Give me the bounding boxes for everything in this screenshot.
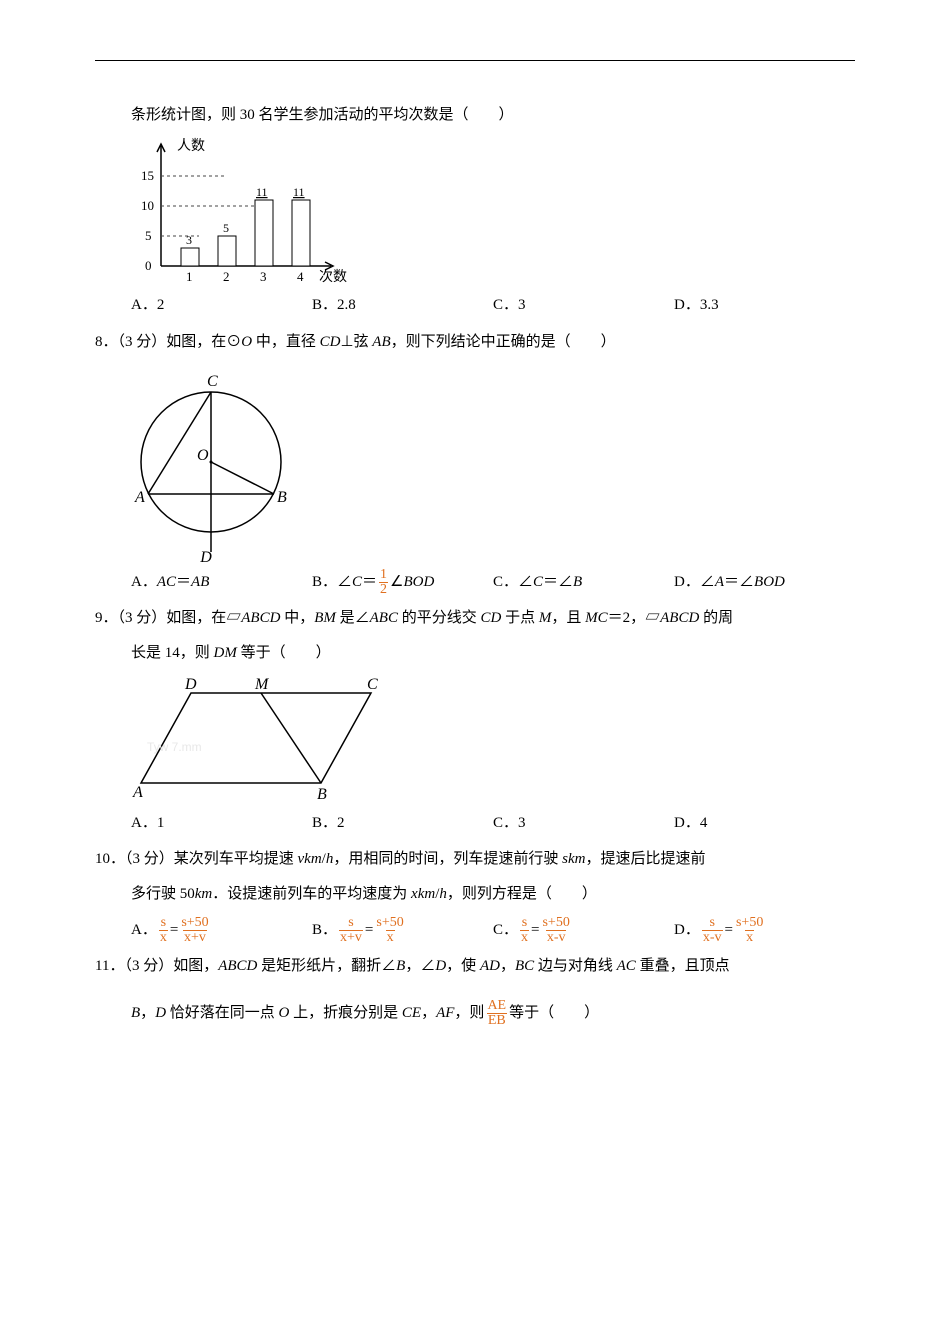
svg-text:人数: 人数 (177, 138, 205, 154)
q8-opt-d: D．∠A＝∠BOD (674, 566, 855, 598)
svg-text:C: C (367, 676, 378, 693)
page: 条形统计图，则 30 名学生参加活动的平均次数是（ ） 人数 0 5 10 15 (0, 0, 950, 1028)
svg-text:C: C (207, 373, 218, 390)
q7-chart: 人数 0 5 10 15 3 5 11 11 1 2 3 4 次数 (95, 136, 855, 286)
svg-text:D: D (184, 676, 197, 693)
svg-text:1: 1 (186, 269, 193, 284)
q8-opt-b: B．∠C＝12∠BOD (312, 566, 493, 598)
q10-options: A．sx=s+50x+v B．sx+v=s+50x C．sx=s+50x-v D… (95, 914, 855, 946)
q11-stem2b: 等于（ ） (509, 1005, 599, 1021)
q9-options: A．1 B．2 C．3 D．4 (95, 807, 855, 839)
q10-opt-a: A．sx=s+50x+v (131, 914, 312, 946)
svg-text:3: 3 (260, 269, 267, 284)
svg-text:D: D (199, 549, 212, 562)
svg-text:4: 4 (297, 269, 304, 284)
q9-opt-c: C．3 (493, 807, 674, 839)
q9-stem2: 长是 14，则 DM 等于（ ） (95, 639, 855, 668)
q8-options: A．AC＝AB B．∠C＝12∠BOD C．∠C＝∠B D．∠A＝∠BOD (95, 566, 855, 598)
svg-text:11: 11 (256, 185, 268, 199)
q9-opt-d: D．4 (674, 807, 855, 839)
q11-stem2a: B，D 恰好落在同一点 O 上，折痕分别是 CE，AF，则 (131, 1005, 484, 1021)
q7-opt-c: C．3 (493, 290, 674, 322)
q8-opt-a: A．AC＝AB (131, 566, 312, 598)
q11-stem2: B，D 恰好落在同一点 O 上，折痕分别是 CE，AF，则AEEB等于（ ） (95, 999, 855, 1028)
q7-stem: 条形统计图，则 30 名学生参加活动的平均次数是（ ） (95, 101, 855, 130)
q10-stem2: 多行驶 50km．设提速前列车的平均速度为 xkm/h，则列方程是（ ） (95, 880, 855, 909)
q8-opt-c: C．∠C＝∠B (493, 566, 674, 598)
svg-text:Tyw 7.mm: Tyw 7.mm (147, 740, 202, 754)
svg-text:5: 5 (223, 221, 229, 235)
svg-text:次数: 次数 (319, 269, 347, 285)
svg-text:B: B (317, 786, 327, 803)
svg-text:O: O (197, 447, 209, 464)
q9-opt-a: A．1 (131, 807, 312, 839)
q10-stem1: 10．（3 分）某次列车平均提速 vkm/h，用相同的时间，列车提速前行驶 sk… (95, 845, 855, 874)
q10-opt-b: B．sx+v=s+50x (312, 914, 493, 946)
q10-opt-c: C．sx=s+50x-v (493, 914, 674, 946)
top-rule (95, 60, 855, 61)
q8-figure: C O A B D (95, 362, 855, 562)
svg-text:M: M (254, 676, 270, 693)
svg-text:11: 11 (293, 185, 305, 199)
svg-text:3: 3 (186, 233, 192, 247)
q9-opt-b: B．2 (312, 807, 493, 839)
q11-stem1: 11．（3 分）如图，ABCD 是矩形纸片，翻折∠B，∠D，使 AD，BC 边与… (95, 952, 855, 981)
svg-text:A: A (134, 489, 145, 506)
q7-options: A．2 B．2.8 C．3 D．3.3 (95, 290, 855, 322)
q7-opt-a: A．2 (131, 290, 312, 322)
q7-opt-d: D．3.3 (674, 290, 855, 322)
q10-opt-d: D．sx-v=s+50x (674, 914, 855, 946)
svg-text:A: A (132, 784, 143, 801)
q8-stem: 8．（3 分）如图，在⊙O 中，直径 CD⊥弦 AB，则下列结论中正确的是（ ） (95, 328, 855, 357)
svg-text:15: 15 (141, 168, 154, 183)
q9-figure: D M C A B Tyw 7.mm (95, 673, 855, 803)
svg-text:B: B (277, 489, 287, 506)
q9-stem1: 9．（3 分）如图，在▱ABCD 中，BM 是∠ABC 的平分线交 CD 于点 … (95, 604, 855, 633)
svg-text:0: 0 (145, 258, 152, 273)
svg-text:10: 10 (141, 198, 154, 213)
svg-text:2: 2 (223, 269, 230, 284)
svg-text:5: 5 (145, 228, 152, 243)
q7-opt-b: B．2.8 (312, 290, 493, 322)
